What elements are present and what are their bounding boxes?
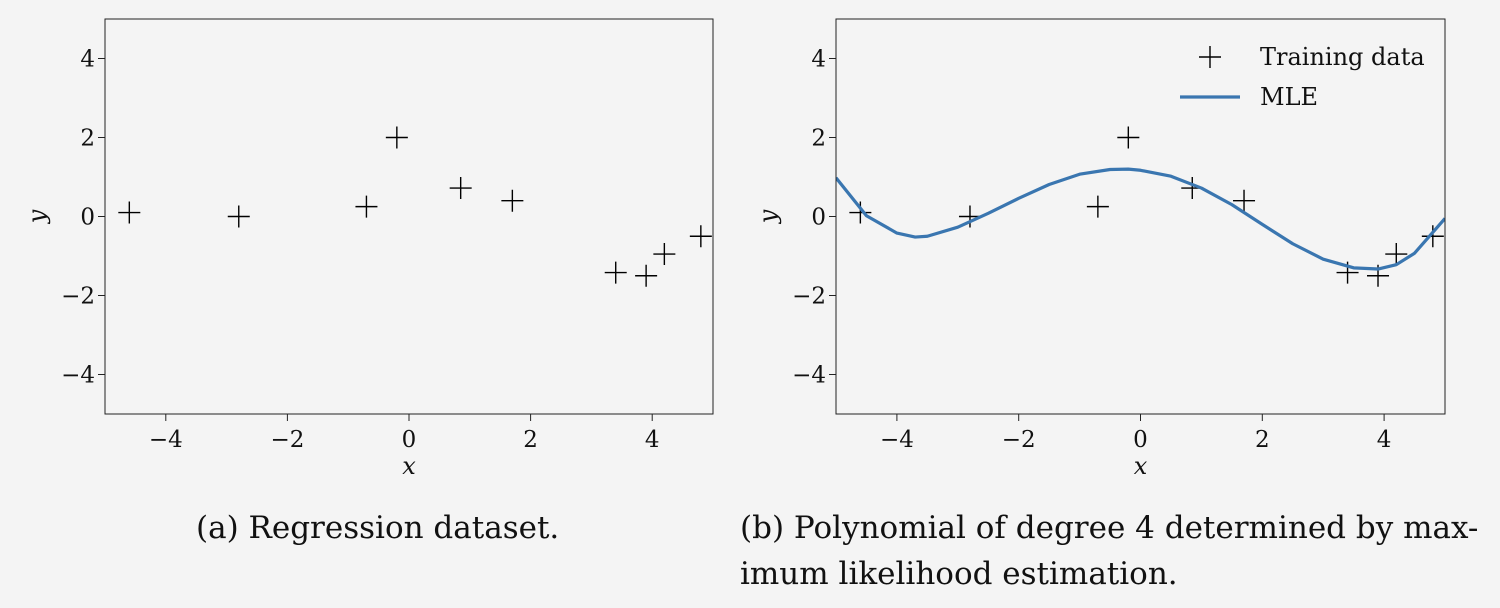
data-point bbox=[653, 243, 676, 266]
x-tick-label: 4 bbox=[645, 427, 660, 453]
x-axis-label: x bbox=[1134, 452, 1148, 480]
legend-marker-icon bbox=[1199, 46, 1221, 68]
y-tick-label: 2 bbox=[811, 126, 826, 152]
data-point bbox=[1086, 195, 1109, 218]
data-point bbox=[1385, 243, 1408, 266]
caption-b-line-1: (b) Polynomial of degree 4 determined by… bbox=[740, 510, 1479, 546]
series-line-mle bbox=[836, 167, 1445, 271]
x-tick-label: 0 bbox=[402, 427, 417, 453]
data-point bbox=[604, 261, 627, 284]
x-tick-label: −4 bbox=[880, 427, 914, 453]
y-tick-label: −2 bbox=[792, 284, 826, 310]
data-point bbox=[227, 205, 250, 228]
caption-b: (b) Polynomial of degree 4 determined by… bbox=[740, 505, 1485, 597]
y-axis-label: y bbox=[754, 209, 782, 224]
chart-panel-b: −4 −2 0 2 4 −4 −2 0 2 4 x y Training data MLE bbox=[754, 18, 1446, 480]
x-tick-label: −2 bbox=[1002, 427, 1036, 453]
x-tick-label: 0 bbox=[1133, 427, 1148, 453]
x-tick-label: 4 bbox=[1377, 427, 1392, 453]
y-tick-label: 2 bbox=[80, 126, 95, 152]
x-tick-label: 2 bbox=[523, 427, 538, 453]
legend-label: MLE bbox=[1260, 83, 1318, 111]
data-point bbox=[118, 201, 141, 224]
plot-frame bbox=[104, 18, 714, 415]
data-point bbox=[635, 264, 658, 287]
data-point bbox=[355, 195, 378, 218]
data-point bbox=[449, 177, 472, 200]
x-axis-label: x bbox=[402, 452, 416, 480]
x-tick-label: 2 bbox=[1255, 427, 1270, 453]
legend-label: Training data bbox=[1260, 43, 1425, 71]
y-axis-label: y bbox=[23, 209, 51, 224]
x-tick-label: −2 bbox=[270, 427, 304, 453]
figure: −4 −2 0 2 4 −4 −2 0 2 4 x y −4 −2 0 2 4 −4 −2 0 2 4 x y Training… bbox=[23, 18, 1446, 480]
chart-panel-a: −4 −2 0 2 4 −4 −2 0 2 4 x y bbox=[23, 18, 714, 480]
y-tick-label: −4 bbox=[792, 363, 826, 389]
data-point bbox=[1117, 126, 1140, 149]
caption-b-line-2: imum likelihood estimation. bbox=[740, 556, 1178, 592]
data-point bbox=[849, 201, 872, 224]
data-point bbox=[689, 225, 712, 248]
data-point bbox=[385, 126, 408, 149]
data-point bbox=[1421, 225, 1444, 248]
plot-frame bbox=[835, 18, 1446, 415]
y-tick-label: 0 bbox=[811, 205, 826, 231]
legend: Training data MLE bbox=[1180, 43, 1425, 111]
y-tick-label: 4 bbox=[811, 47, 826, 73]
x-tick-label: −4 bbox=[149, 427, 183, 453]
y-tick-label: 0 bbox=[80, 205, 95, 231]
data-point bbox=[501, 189, 524, 212]
data-point bbox=[958, 205, 981, 228]
y-tick-label: −2 bbox=[61, 284, 95, 310]
y-tick-label: 4 bbox=[80, 47, 95, 73]
caption-a: (a) Regression dataset. bbox=[196, 510, 560, 546]
y-tick-label: −4 bbox=[61, 363, 95, 389]
data-point bbox=[1233, 189, 1256, 212]
